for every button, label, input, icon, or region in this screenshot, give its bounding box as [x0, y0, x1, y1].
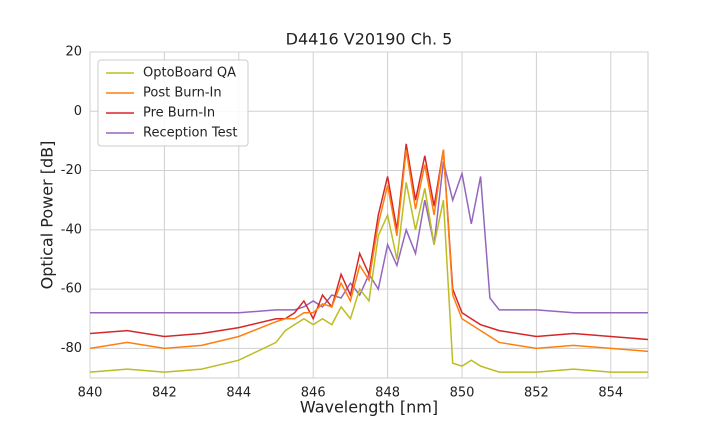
x-tick-label: 840: [78, 386, 103, 401]
y-tick-label: -60: [61, 282, 82, 297]
x-tick-label: 854: [598, 386, 623, 401]
legend-label: OptoBoard QA: [143, 66, 236, 81]
x-tick-label: 846: [301, 386, 326, 401]
y-tick-label: -80: [61, 341, 82, 356]
data-line: [90, 149, 648, 353]
x-tick-label: 842: [152, 386, 177, 401]
data-line: [90, 182, 648, 373]
data-line: [90, 143, 648, 341]
legend-box: [97, 59, 249, 147]
legend-label: Pre Burn-In: [143, 106, 215, 121]
data-line: [90, 161, 648, 314]
legend-label: Reception Test: [143, 126, 237, 141]
y-tick-label: 0: [74, 104, 82, 119]
y-axis-label: Optical Power [dB]: [38, 141, 57, 290]
x-tick-label: 850: [450, 386, 475, 401]
y-tick-label: -20: [61, 163, 82, 178]
x-tick-label: 848: [375, 386, 400, 401]
chart-title: D4416 V20190 Ch. 5: [286, 30, 453, 49]
x-tick-label: 844: [226, 386, 251, 401]
x-axis-label: Wavelength [nm]: [300, 398, 438, 417]
y-tick-label: -40: [61, 222, 82, 237]
x-tick-label: 852: [524, 386, 549, 401]
y-tick-label: 20: [65, 45, 82, 60]
legend-label: Post Burn-In: [143, 86, 222, 101]
